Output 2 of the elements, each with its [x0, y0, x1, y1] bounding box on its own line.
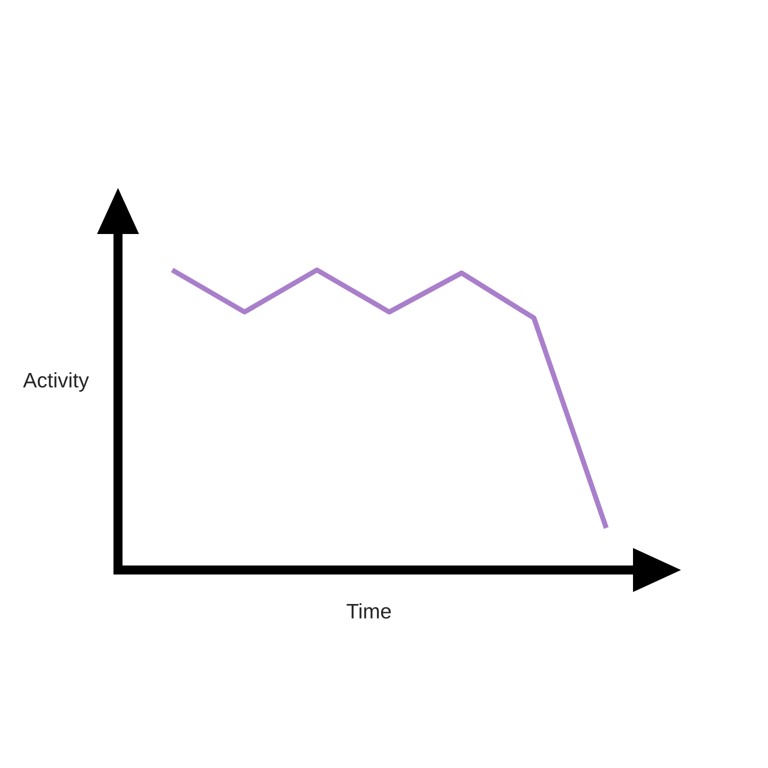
x-axis-title: Time [346, 603, 391, 619]
y-axis-title: Activity [23, 372, 89, 392]
